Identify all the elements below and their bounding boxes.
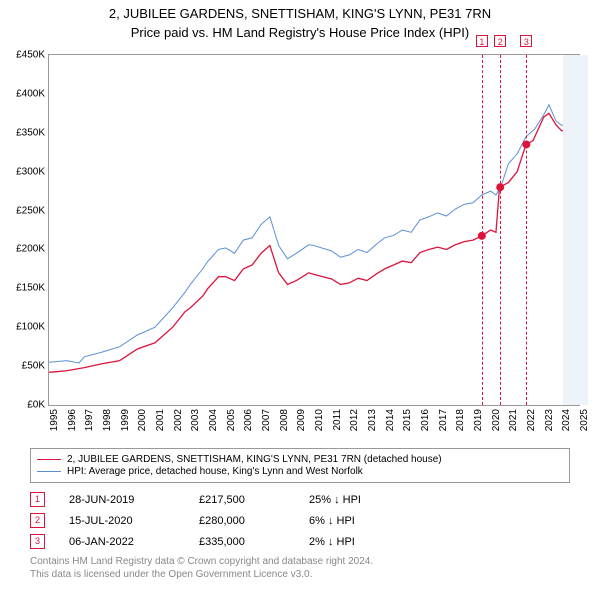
x-axis-label: 2011 xyxy=(332,409,343,431)
y-axis-label: £400K xyxy=(16,88,45,99)
x-axis-label: 2025 xyxy=(579,409,590,431)
x-axis-label: 2015 xyxy=(402,409,413,431)
sale-marker-label: 3 xyxy=(520,35,532,47)
x-axis-label: 2016 xyxy=(420,409,431,431)
x-axis-label: 1999 xyxy=(120,409,131,431)
x-axis-label: 2018 xyxy=(455,409,466,431)
x-axis-label: 2024 xyxy=(561,409,572,431)
x-axis-label: 2014 xyxy=(385,409,396,431)
x-axis-label: 2010 xyxy=(314,409,325,431)
sale-marker-line xyxy=(500,55,501,405)
sale-marker-label: 2 xyxy=(494,35,506,47)
sale-hpi-delta: 2% ↓ HPI xyxy=(309,536,409,548)
x-axis-label: 2023 xyxy=(544,409,555,431)
x-axis-label: 1998 xyxy=(102,409,113,431)
y-axis-label: £200K xyxy=(16,244,45,255)
sale-row: 2 15-JUL-2020£280,0006% ↓ HPI xyxy=(30,513,409,528)
chart-container: 2, JUBILEE GARDENS, SNETTISHAM, KING'S L… xyxy=(0,0,600,590)
x-axis-label: 2021 xyxy=(508,409,519,431)
attribution-footer: Contains HM Land Registry data © Crown c… xyxy=(30,555,373,581)
sale-price: £217,500 xyxy=(199,494,309,506)
x-axis-label: 2004 xyxy=(208,409,219,431)
y-axis-label: £450K xyxy=(16,50,45,61)
forecast-shade xyxy=(563,55,588,405)
x-axis-label: 2002 xyxy=(173,409,184,431)
sale-date: 15-JUL-2020 xyxy=(69,515,199,527)
x-axis-label: 2013 xyxy=(367,409,378,431)
y-axis-label: £0K xyxy=(27,400,45,411)
sales-table: 1 28-JUN-2019£217,50025% ↓ HPI 2 15-JUL-202… xyxy=(30,492,409,555)
sale-date: 06-JAN-2022 xyxy=(69,536,199,548)
y-axis-label: £350K xyxy=(16,127,45,138)
y-axis-label: £300K xyxy=(16,166,45,177)
sale-number-badge: 1 xyxy=(30,492,45,507)
legend-swatch xyxy=(37,459,61,460)
sale-marker-line xyxy=(526,55,527,405)
y-axis-label: £150K xyxy=(16,283,45,294)
x-axis-label: 2006 xyxy=(243,409,254,431)
x-axis-label: 2022 xyxy=(526,409,537,431)
legend-item: 2, JUBILEE GARDENS, SNETTISHAM, KING'S L… xyxy=(37,454,563,465)
sale-hpi-delta: 6% ↓ HPI xyxy=(309,515,409,527)
sale-price: £280,000 xyxy=(199,515,309,527)
legend-label: HPI: Average price, detached house, King… xyxy=(67,466,363,477)
sale-hpi-delta: 25% ↓ HPI xyxy=(309,494,409,506)
x-axis-label: 1996 xyxy=(67,409,78,431)
x-axis-label: 2001 xyxy=(155,409,166,431)
footer-line2: This data is licensed under the Open Gov… xyxy=(30,568,373,581)
y-axis-label: £250K xyxy=(16,205,45,216)
sale-date: 28-JUN-2019 xyxy=(69,494,199,506)
x-axis-label: 2020 xyxy=(491,409,502,431)
x-axis-label: 2007 xyxy=(261,409,272,431)
legend-swatch xyxy=(37,471,61,472)
plot-area: £0K£50K£100K£150K£200K£250K£300K£350K£40… xyxy=(48,54,580,406)
legend-item: HPI: Average price, detached house, King… xyxy=(37,466,563,477)
legend: 2, JUBILEE GARDENS, SNETTISHAM, KING'S L… xyxy=(30,448,570,483)
x-axis-label: 2005 xyxy=(226,409,237,431)
x-axis-label: 1995 xyxy=(49,409,60,431)
x-axis-label: 2019 xyxy=(473,409,484,431)
x-axis-label: 2000 xyxy=(137,409,148,431)
chart-subtitle: Price paid vs. HM Land Registry's House … xyxy=(0,25,600,40)
y-axis-label: £100K xyxy=(16,322,45,333)
title-block: 2, JUBILEE GARDENS, SNETTISHAM, KING'S L… xyxy=(0,0,600,40)
sale-number-badge: 3 xyxy=(30,534,45,549)
sale-price: £335,000 xyxy=(199,536,309,548)
y-axis-label: £50K xyxy=(22,361,45,372)
x-axis-label: 2008 xyxy=(279,409,290,431)
sale-marker-line xyxy=(482,55,483,405)
footer-line1: Contains HM Land Registry data © Crown c… xyxy=(30,555,373,568)
sale-row: 1 28-JUN-2019£217,50025% ↓ HPI xyxy=(30,492,409,507)
x-axis-label: 1997 xyxy=(84,409,95,431)
x-axis-label: 2012 xyxy=(349,409,360,431)
sale-row: 3 06-JAN-2022£335,0002% ↓ HPI xyxy=(30,534,409,549)
x-axis-label: 2009 xyxy=(296,409,307,431)
sale-number-badge: 2 xyxy=(30,513,45,528)
chart-title-address: 2, JUBILEE GARDENS, SNETTISHAM, KING'S L… xyxy=(0,6,600,21)
x-axis-label: 2003 xyxy=(190,409,201,431)
legend-label: 2, JUBILEE GARDENS, SNETTISHAM, KING'S L… xyxy=(67,454,442,465)
sale-marker-label: 1 xyxy=(476,35,488,47)
x-axis-label: 2017 xyxy=(438,409,449,431)
